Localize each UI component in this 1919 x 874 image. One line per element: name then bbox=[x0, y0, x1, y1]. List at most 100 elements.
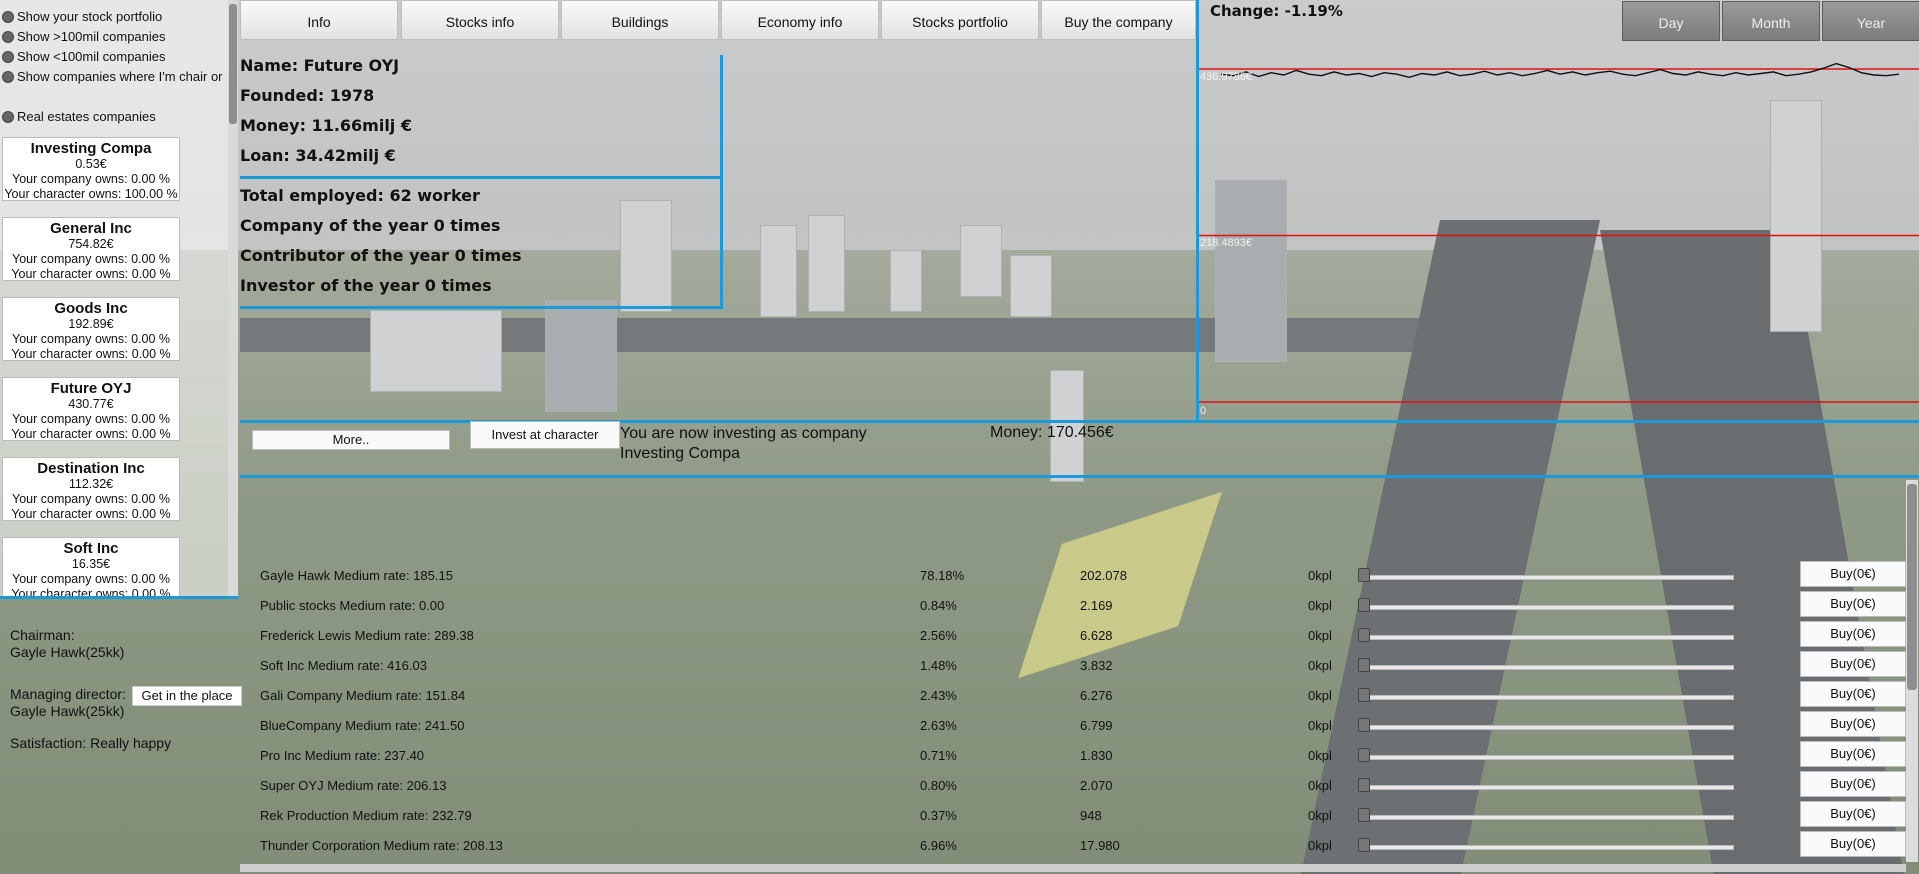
investor-money: Money: 170.456€ bbox=[990, 424, 1114, 441]
panel-border bbox=[240, 475, 1919, 478]
invest-at-character-button[interactable]: Invest at character bbox=[470, 421, 620, 449]
panel-border bbox=[720, 55, 723, 309]
filter-under-100mil[interactable]: Show <100mil companies bbox=[2, 49, 166, 64]
quantity-slider[interactable] bbox=[1362, 605, 1734, 610]
money-info: Money: 11.66milj € bbox=[240, 116, 412, 135]
character-owns: Your character owns: 0.00 % bbox=[11, 267, 171, 281]
character-owns: Your character owns: 0.00 % bbox=[11, 427, 171, 441]
buy-button[interactable]: Buy(0€) bbox=[1800, 651, 1906, 677]
quantity-slider[interactable] bbox=[1362, 695, 1734, 700]
filter-stock-portfolio[interactable]: Show your stock portfolio bbox=[2, 9, 162, 24]
filter-over-100mil[interactable]: Show >100mil companies bbox=[2, 29, 166, 44]
company-card-general-inc[interactable]: General Inc 754.82€ Your company owns: 0… bbox=[2, 217, 180, 281]
slider-handle[interactable] bbox=[1358, 568, 1370, 582]
slider-handle[interactable] bbox=[1358, 808, 1370, 822]
company-card-soft-inc[interactable]: Soft Inc 16.35€ Your company owns: 0.00 … bbox=[2, 537, 180, 597]
buy-button[interactable]: Buy(0€) bbox=[1800, 621, 1906, 647]
building bbox=[760, 225, 797, 317]
character-owns: Your character owns: 0.00 % bbox=[11, 587, 171, 597]
tab-buy-company[interactable]: Buy the company bbox=[1041, 0, 1196, 40]
buy-button[interactable]: Buy(0€) bbox=[1800, 561, 1906, 587]
buy-button[interactable]: Buy(0€) bbox=[1800, 591, 1906, 617]
tab-stocks-portfolio[interactable]: Stocks portfolio bbox=[881, 0, 1039, 40]
radio-icon[interactable] bbox=[2, 30, 14, 43]
slider-handle[interactable] bbox=[1358, 748, 1370, 762]
building bbox=[1215, 180, 1287, 362]
slider-handle[interactable] bbox=[1358, 658, 1370, 672]
company-price: 754.82€ bbox=[68, 237, 114, 251]
buy-button[interactable]: Buy(0€) bbox=[1800, 681, 1906, 707]
company-card-future-oyj[interactable]: Future OYJ 430.77€ Your company owns: 0.… bbox=[2, 377, 180, 441]
tab-economy-info[interactable]: Economy info bbox=[721, 0, 879, 40]
character-owns: Your character owns: 0.00 % bbox=[11, 507, 171, 521]
investing-status: You are now investing as company Investi… bbox=[620, 425, 867, 462]
slider-handle[interactable] bbox=[1358, 628, 1370, 642]
company-card-destination-inc[interactable]: Destination Inc 112.32€ Your company own… bbox=[2, 457, 180, 521]
slider-handle[interactable] bbox=[1358, 838, 1370, 852]
quantity-slider[interactable] bbox=[1362, 785, 1734, 790]
sidebar-scrollbar-thumb[interactable] bbox=[229, 4, 237, 124]
company-price: 112.32€ bbox=[68, 477, 114, 491]
building bbox=[620, 200, 672, 312]
building bbox=[545, 300, 617, 412]
company-card-investing-compa[interactable]: Investing Compa 0.53€ Your company owns:… bbox=[2, 137, 180, 201]
table-row: Soft Inc Medium rate: 416.03 1.48% 3.832… bbox=[260, 651, 1906, 688]
quantity-slider[interactable] bbox=[1362, 845, 1734, 850]
buy-button[interactable]: Buy(0€) bbox=[1800, 831, 1906, 857]
table-row: Frederick Lewis Medium rate: 289.38 2.56… bbox=[260, 621, 1906, 658]
quantity-slider[interactable] bbox=[1362, 575, 1734, 580]
stock-price-chart bbox=[1199, 62, 1919, 403]
horizontal-scrollbar[interactable] bbox=[240, 864, 1906, 872]
tab-buildings[interactable]: Buildings bbox=[561, 0, 719, 40]
range-year-button[interactable]: Year bbox=[1822, 1, 1919, 41]
quantity-slider[interactable] bbox=[1362, 725, 1734, 730]
chart-mid-label: 218.4893€ bbox=[1200, 237, 1252, 249]
slider-handle[interactable] bbox=[1358, 778, 1370, 792]
investor-of-year-info: Investor of the year 0 times bbox=[240, 276, 492, 295]
filter-real-estate[interactable]: Real estates companies bbox=[2, 109, 156, 124]
company-of-year-info: Company of the year 0 times bbox=[240, 216, 501, 235]
table-row: Rek Production Medium rate: 232.79 0.37%… bbox=[260, 801, 1906, 838]
director-info: Managing director: Gayle Hawk(25kk) bbox=[10, 686, 126, 720]
buy-button[interactable]: Buy(0€) bbox=[1800, 801, 1906, 827]
quantity-slider[interactable] bbox=[1362, 665, 1734, 670]
slider-handle[interactable] bbox=[1358, 718, 1370, 732]
slider-handle[interactable] bbox=[1358, 598, 1370, 612]
radio-icon[interactable] bbox=[2, 70, 14, 83]
shareholder-scrollbar-thumb[interactable] bbox=[1907, 484, 1917, 690]
company-owns: Your company owns: 0.00 % bbox=[12, 172, 170, 186]
more-button[interactable]: More.. bbox=[252, 430, 450, 450]
range-day-button[interactable]: Day bbox=[1622, 1, 1720, 41]
chairman-label: Chairman: bbox=[10, 627, 75, 643]
company-owns: Your company owns: 0.00 % bbox=[12, 492, 170, 506]
tab-stocks-info[interactable]: Stocks info bbox=[401, 0, 559, 40]
radio-icon[interactable] bbox=[2, 110, 14, 123]
company-card-goods-inc[interactable]: Goods Inc 192.89€ Your company owns: 0.0… bbox=[2, 297, 180, 361]
radio-icon[interactable] bbox=[2, 10, 14, 23]
quantity-slider[interactable] bbox=[1362, 815, 1734, 820]
table-row: BlueCompany Medium rate: 241.50 2.63% 6.… bbox=[260, 711, 1906, 748]
table-row: Gali Company Medium rate: 151.84 2.43% 6… bbox=[260, 681, 1906, 718]
buy-button[interactable]: Buy(0€) bbox=[1800, 741, 1906, 767]
tab-info[interactable]: Info bbox=[240, 0, 398, 40]
buy-button[interactable]: Buy(0€) bbox=[1800, 771, 1906, 797]
quantity-slider[interactable] bbox=[1362, 755, 1734, 760]
slider-handle[interactable] bbox=[1358, 688, 1370, 702]
quantity-slider[interactable] bbox=[1362, 635, 1734, 640]
ground bbox=[0, 250, 1919, 874]
director-label: Managing director: bbox=[10, 686, 126, 702]
get-in-place-button[interactable]: Get in the place bbox=[132, 686, 242, 706]
buy-button[interactable]: Buy(0€) bbox=[1800, 711, 1906, 737]
company-price: 16.35€ bbox=[71, 557, 111, 571]
character-owns: Your character owns: 100.00 % bbox=[4, 187, 178, 201]
radio-icon[interactable] bbox=[2, 50, 14, 63]
building bbox=[808, 215, 845, 312]
table-row: Pro Inc Medium rate: 237.40 0.71% 1.830 … bbox=[260, 741, 1906, 778]
company-name: General Inc bbox=[50, 220, 132, 237]
character-owns: Your character owns: 0.00 % bbox=[11, 347, 171, 361]
sidebar-scrollbar[interactable] bbox=[228, 0, 238, 598]
range-month-button[interactable]: Month bbox=[1722, 1, 1820, 41]
filter-chair-companies[interactable]: Show companies where I'm chair or bbox=[2, 69, 226, 84]
loan-info: Loan: 34.42milj € bbox=[240, 146, 396, 165]
